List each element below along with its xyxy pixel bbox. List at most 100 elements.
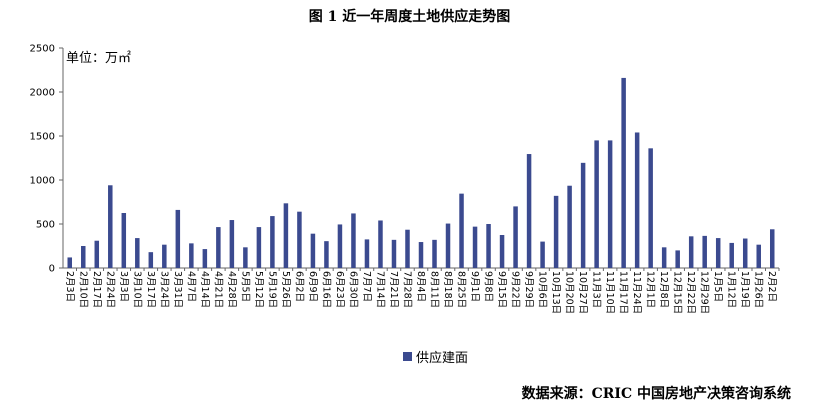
x-tick-label: 5月5日 [239,271,250,302]
x-tick-label: 4月7日 [185,271,196,302]
bar [378,220,383,268]
x-tick-label: 1月19日 [739,271,750,308]
legend-label: 供应建面 [416,351,469,366]
bar [135,238,140,268]
bar [567,185,572,268]
bar [283,203,289,268]
y-tick-label: 1000 [30,176,55,187]
bar [675,250,680,268]
y-tick-label: 0 [49,264,55,275]
bar [391,239,397,268]
x-tick-label: 2月17日 [91,271,102,308]
bar [742,238,748,268]
x-tick-label: 9月29日 [523,271,534,308]
x-tick-label: 3月31日 [172,271,183,308]
x-tick-label: 5月19日 [266,271,277,308]
x-tick-label: 5月26日 [280,271,291,308]
x-tick-label: 7月14日 [374,271,385,308]
y-tick-label: 500 [36,220,55,231]
source-note: 数据来源：CRIC 中国房地产决策咨询系统 [521,386,791,402]
bar [486,224,491,268]
bar [688,236,694,268]
x-tick-label: 2月10日 [77,271,88,308]
y-tick-label: 2500 [30,44,55,55]
x-tick-label: 8月18日 [442,271,453,308]
bar [634,132,640,268]
bar [297,211,302,268]
bar [607,140,613,268]
bar [162,244,167,268]
bar [337,224,343,268]
bar [121,213,127,268]
x-tick-label: 3月3日 [118,271,129,302]
bar [526,154,532,268]
x-tick-label: 12月1日 [645,271,656,308]
y-ticks: 0 500 1000 1500 2000 2500 [30,44,63,275]
x-tick-label: 11月24日 [631,271,642,314]
x-tick-label: 4月14日 [199,271,210,308]
x-tick-label: 7月21日 [388,271,399,308]
bar [594,140,599,268]
bar [310,233,316,268]
x-tick-label: 9月1日 [469,271,480,302]
x-tick-label: 2月2日 [766,271,777,302]
x-tick-label: 1月26日 [753,271,764,308]
x-tick-label: 2月3日 [64,271,75,302]
bar [216,227,221,268]
bar [202,249,208,268]
bar [175,209,181,268]
x-tick-label: 11月10日 [604,271,615,314]
bar [715,238,721,268]
bar [405,229,410,268]
x-tick-label: 11月3日 [591,271,602,308]
x-tick-label: 10月6日 [537,271,548,308]
bar [580,162,586,268]
x-ticks: 2月3日 2月10日 2月17日 2月24日 3月3日 3月10日 3月17日 3月24日 3月… [64,268,780,314]
x-tick-label: 10月13日 [550,271,561,314]
bars [67,77,775,268]
x-tick-label: 6月23日 [334,271,345,308]
x-tick-label: 9月8日 [483,271,494,302]
bar [189,243,194,268]
x-tick-label: 8月25日 [456,271,467,308]
x-tick-label: 12月8日 [658,271,669,308]
y-tick-label: 1500 [30,132,55,143]
x-tick-label: 10月27日 [577,271,588,314]
bar [324,241,329,268]
x-tick-label: 9月15日 [496,271,507,308]
bar [553,195,559,268]
x-tick-label: 8月11日 [429,271,440,308]
x-tick-label: 6月30日 [347,271,358,308]
bar [445,223,451,268]
x-tick-label: 3月24日 [158,271,169,308]
x-tick-label: 12月29日 [699,271,710,314]
bar [364,239,370,268]
x-tick-label: 3月10日 [131,271,142,308]
bar [499,235,505,268]
bar [540,241,545,268]
x-tick-label: 10月20日 [564,271,575,314]
bar [513,206,518,268]
bar [351,213,356,268]
x-tick-label: 7月7日 [361,271,372,302]
bar [702,235,707,268]
bar [621,77,626,268]
bar [418,242,424,268]
axes [62,48,779,269]
x-tick-label: 1月12日 [726,271,737,308]
bar [729,242,734,268]
x-tick-label: 1月5日 [712,271,723,302]
bar [432,239,437,268]
x-tick-label: 6月9日 [307,271,318,302]
x-tick-label: 5月12日 [253,271,264,308]
bar [769,229,775,268]
legend-swatch [403,352,412,361]
x-tick-label: 2月24日 [104,271,115,308]
bar [256,227,262,268]
unit-label: 单位：万㎡ [66,51,132,66]
chart-title: 图 1 近一年周度土地供应走势图 [308,9,511,25]
bar [472,226,478,268]
x-tick-label: 6月16日 [320,271,331,308]
bar [108,185,113,268]
